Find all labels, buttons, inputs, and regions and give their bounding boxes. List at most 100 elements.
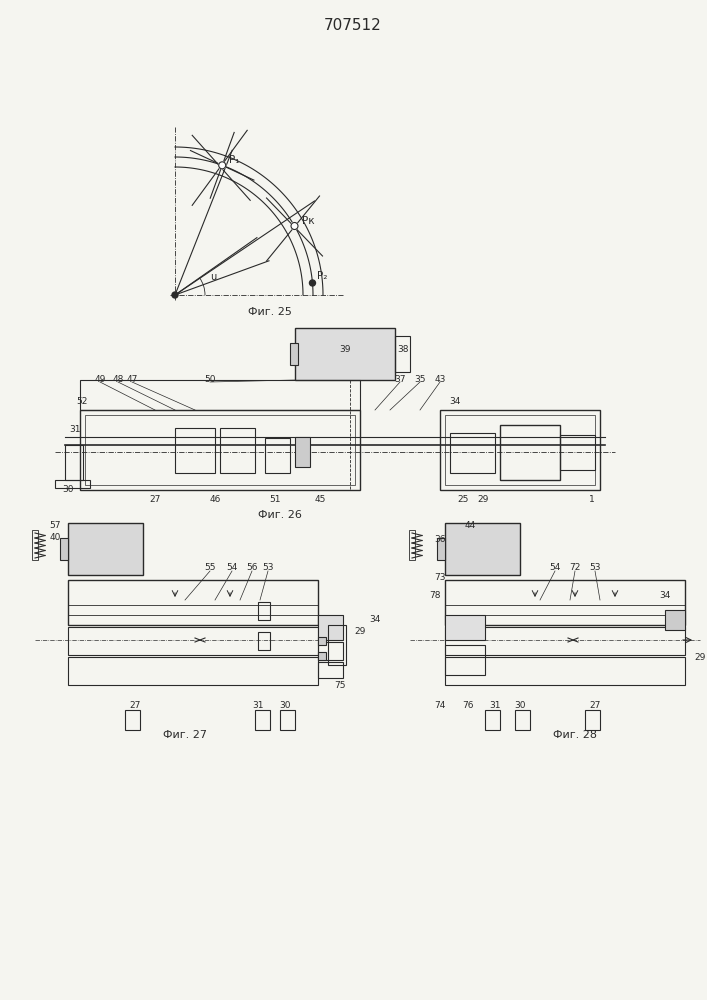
Text: 31: 31	[69, 426, 81, 434]
Text: 49: 49	[94, 375, 105, 384]
Bar	[445, 415, 595, 485]
Text: 51: 51	[269, 495, 281, 504]
Bar	[85, 415, 355, 485]
Text: 29: 29	[477, 495, 489, 504]
Bar	[445, 580, 685, 625]
Text: 30: 30	[514, 700, 526, 710]
Text: 74: 74	[434, 700, 445, 710]
Bar	[295, 437, 310, 467]
Text: 45: 45	[315, 495, 326, 504]
Bar	[409, 530, 415, 560]
Bar	[220, 428, 255, 473]
Bar	[395, 336, 410, 372]
Bar	[437, 538, 445, 560]
Text: 47: 47	[127, 375, 138, 384]
Bar	[515, 710, 530, 730]
Text: 29: 29	[694, 652, 706, 662]
Text: 36: 36	[434, 536, 445, 544]
Text: u: u	[210, 272, 216, 282]
Bar	[485, 710, 500, 730]
Text: 39: 39	[339, 346, 351, 355]
Text: 76: 76	[462, 700, 474, 710]
Text: 30: 30	[279, 700, 291, 710]
Text: 56: 56	[246, 564, 258, 572]
Bar	[68, 523, 143, 575]
Text: 30: 30	[62, 486, 74, 494]
Text: 73: 73	[434, 574, 445, 582]
Text: 50: 50	[204, 375, 216, 384]
Bar	[318, 642, 343, 660]
Bar	[68, 627, 318, 655]
Text: Фиг. 28: Фиг. 28	[553, 730, 597, 740]
Text: 707512: 707512	[324, 17, 382, 32]
Text: 40: 40	[49, 532, 61, 542]
Text: 34: 34	[660, 590, 671, 599]
Text: 38: 38	[397, 346, 409, 355]
Text: 75: 75	[334, 680, 346, 690]
Bar	[445, 657, 685, 685]
Bar	[318, 662, 343, 678]
Bar	[318, 615, 343, 640]
Bar	[68, 580, 318, 625]
Bar	[445, 523, 520, 575]
Bar	[80, 410, 360, 490]
Bar	[318, 637, 326, 645]
Bar	[258, 602, 270, 620]
Text: 53: 53	[262, 564, 274, 572]
Text: 31: 31	[252, 700, 264, 710]
Text: Фиг. 26: Фиг. 26	[258, 510, 302, 520]
Text: 34: 34	[450, 397, 461, 406]
Circle shape	[172, 292, 178, 298]
Bar	[560, 435, 595, 470]
Text: 53: 53	[589, 564, 601, 572]
Bar	[255, 710, 270, 730]
Text: P₂: P₂	[317, 271, 327, 281]
Bar	[328, 625, 346, 665]
Bar	[665, 610, 685, 630]
Text: 44: 44	[464, 520, 476, 530]
Bar	[65, 445, 83, 480]
Bar	[68, 657, 318, 685]
Text: Pк: Pк	[302, 216, 315, 226]
Bar	[295, 328, 395, 380]
Text: 46: 46	[209, 495, 221, 504]
Bar	[32, 530, 38, 560]
Bar	[445, 615, 485, 640]
Text: 29: 29	[354, 628, 366, 637]
Bar	[60, 538, 68, 560]
Text: 54: 54	[226, 564, 238, 572]
Bar	[445, 645, 485, 675]
Text: 27: 27	[590, 700, 601, 710]
Bar	[318, 652, 326, 660]
Bar	[55, 480, 90, 488]
Bar	[80, 380, 360, 410]
Bar	[125, 710, 140, 730]
Text: 27: 27	[149, 495, 160, 504]
Text: 31: 31	[489, 700, 501, 710]
Text: 34: 34	[369, 615, 380, 624]
Circle shape	[218, 162, 226, 169]
Text: 48: 48	[112, 375, 124, 384]
Bar	[280, 710, 295, 730]
Text: P₁: P₁	[229, 155, 240, 165]
Bar	[500, 425, 560, 480]
Text: 52: 52	[76, 396, 88, 406]
Bar	[175, 428, 215, 473]
Text: 55: 55	[204, 564, 216, 572]
Text: 25: 25	[457, 495, 469, 504]
Bar	[440, 410, 600, 490]
Text: 43: 43	[434, 375, 445, 384]
Text: Фиг. 27: Фиг. 27	[163, 730, 207, 740]
Text: 35: 35	[414, 375, 426, 384]
Bar	[290, 343, 298, 365]
Circle shape	[291, 223, 298, 230]
Text: 57: 57	[49, 520, 61, 530]
Text: 37: 37	[395, 375, 406, 384]
Text: 54: 54	[549, 564, 561, 572]
Bar	[450, 433, 495, 473]
Bar	[585, 710, 600, 730]
Bar	[265, 438, 290, 473]
Text: Фиг. 25: Фиг. 25	[248, 307, 292, 317]
Bar	[445, 627, 685, 655]
Bar	[258, 632, 270, 650]
